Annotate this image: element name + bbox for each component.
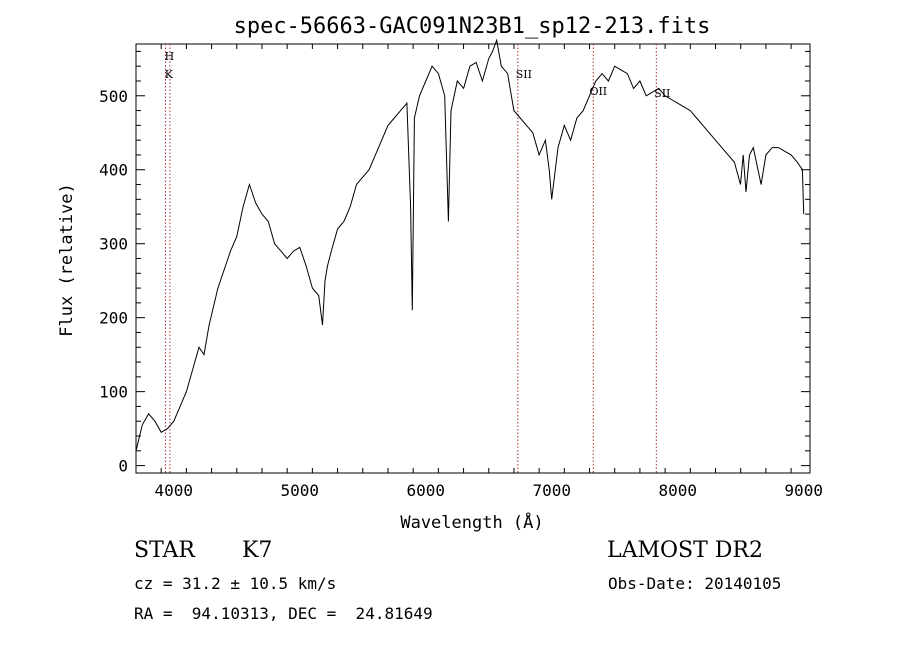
line-annotations: HK SII OII SII xyxy=(165,50,671,100)
coordinates: RA = 94.10313, DEC = 24.81649 xyxy=(134,604,433,623)
x-axis-ticks: 4000 5000 6000 7000 8000 9000 xyxy=(135,44,823,500)
y-tick-label: 0 xyxy=(118,457,128,476)
y-axis-ticks: 0 100 200 300 400 500 xyxy=(99,50,810,476)
y-tick-label: 200 xyxy=(99,309,128,328)
line-annotation: K xyxy=(165,68,174,81)
spectral-subclass: K7 xyxy=(242,538,273,563)
y-tick-label: 500 xyxy=(99,87,128,106)
chart-title: spec-56663-GAC091N23B1_sp12-213.fits xyxy=(234,14,711,39)
spectral-line-markers xyxy=(164,44,657,473)
x-tick-label: 8000 xyxy=(658,481,697,500)
line-annotation: SII xyxy=(516,68,532,81)
line-annotation: SII xyxy=(654,87,670,100)
x-axis-label: Wavelength (Å) xyxy=(400,511,543,533)
x-tick-label: 4000 xyxy=(155,481,194,500)
x-tick-label: 5000 xyxy=(281,481,320,500)
plot-frame xyxy=(135,43,811,474)
observation-date: Obs-Date: 20140105 xyxy=(608,574,782,593)
line-annotation: OII xyxy=(589,85,607,98)
y-tick-label: 400 xyxy=(99,161,128,180)
spectrum-line xyxy=(135,38,805,451)
y-axis-label: Flux (relative) xyxy=(57,183,77,337)
x-tick-label: 6000 xyxy=(406,481,445,500)
y-tick-label: 300 xyxy=(99,235,128,254)
y-tick-label: 100 xyxy=(99,383,128,402)
redshift-value: cz = 31.2 ± 10.5 km/s xyxy=(134,574,337,593)
x-tick-label: 9000 xyxy=(784,481,823,500)
survey-name: LAMOST DR2 xyxy=(607,538,763,563)
object-type: STAR xyxy=(134,538,195,563)
line-annotation: H xyxy=(165,50,175,63)
x-tick-label: 7000 xyxy=(532,481,571,500)
